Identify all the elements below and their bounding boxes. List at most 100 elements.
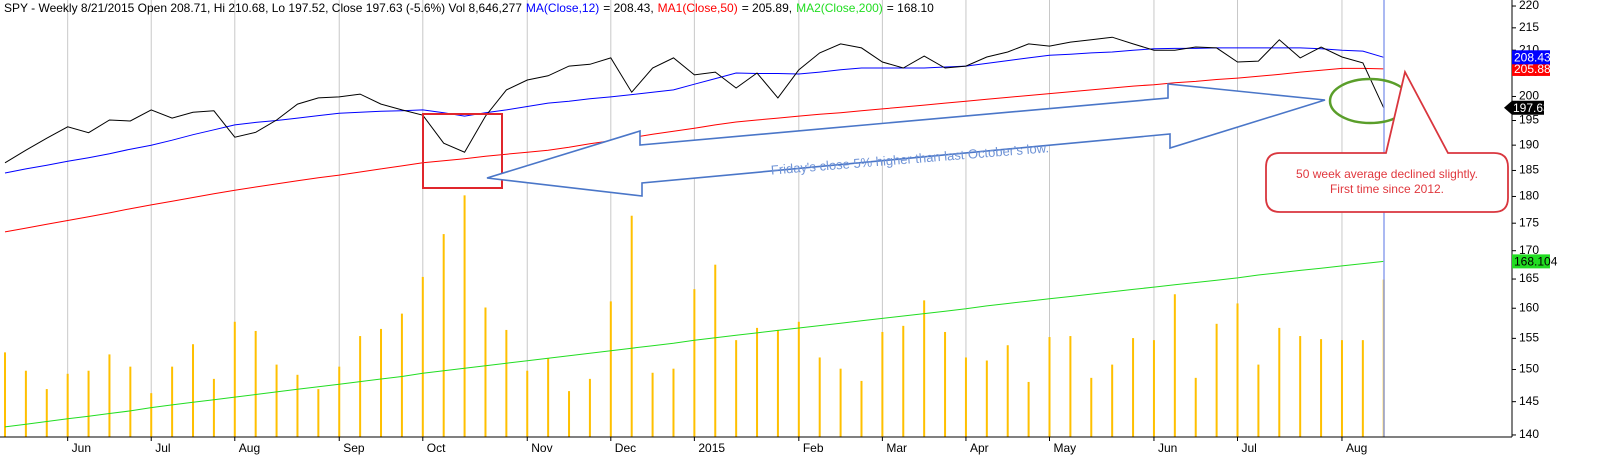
volume-bar	[588, 378, 591, 437]
volume-bar	[380, 328, 383, 437]
x-tick-label: 2015	[698, 441, 725, 455]
x-tick-label: Sep	[343, 441, 365, 455]
y-tick-label: 160	[1519, 300, 1539, 314]
volume-bar	[254, 330, 257, 437]
volume-bar	[1090, 377, 1093, 437]
volume-bar	[964, 357, 967, 437]
legend-value: = 208.43,	[603, 1, 654, 15]
y-tick-label: 195	[1519, 113, 1539, 127]
volume-bar	[1111, 364, 1114, 437]
price-tag	[1512, 254, 1550, 269]
volume-bar	[45, 389, 48, 437]
double-arrow	[486, 83, 1326, 197]
callout	[1265, 69, 1509, 213]
legend-value: = 205.89,	[741, 1, 793, 15]
price-line	[4, 47, 1384, 174]
x-tick-label: Apr	[970, 441, 989, 455]
volume-bar	[1173, 294, 1176, 437]
x-tick-label: Dec	[615, 441, 636, 455]
volume-bar	[756, 327, 759, 437]
volume-bar	[776, 329, 779, 437]
volume-bar	[902, 325, 905, 437]
y-tick-label: 165	[1519, 271, 1539, 285]
x-tick-label: Aug	[1346, 441, 1367, 455]
volume-bar	[421, 276, 424, 437]
x-tick-label: Jun	[1158, 441, 1177, 455]
volume-bar	[1069, 336, 1072, 437]
axis: Jun Jul Aug Sep Oct Nov Dec 2015 Feb Mar Apr May Jun…	[67, 0, 1539, 455]
volume-bar	[944, 331, 947, 437]
volume-bar	[547, 358, 550, 437]
highlight-box	[422, 113, 503, 189]
y-tick-label: 200	[1519, 89, 1539, 103]
volume-bar	[212, 378, 215, 437]
volume-bar	[1236, 303, 1239, 437]
price-line	[4, 36, 1385, 164]
volume-bar	[359, 336, 362, 437]
volume-bar	[672, 368, 675, 437]
volume-bar	[1361, 340, 1364, 437]
callout-text: 50 week average declined slightly.	[1296, 167, 1478, 181]
y-tick-label: 185	[1519, 163, 1539, 177]
volume-bar	[818, 357, 821, 437]
x-tick-label: Mar	[886, 441, 907, 455]
volume-bar	[171, 366, 174, 437]
volume-bar	[735, 340, 738, 437]
volume-bar	[526, 370, 529, 437]
price-line	[4, 67, 1384, 233]
volume-bar	[400, 313, 403, 437]
price-tag-label: 205.887	[1514, 62, 1558, 76]
volume-bar	[1320, 339, 1323, 437]
y-tick-label: 215	[1519, 20, 1539, 34]
x-tick-label: May	[1054, 441, 1077, 455]
volume-bar	[275, 364, 278, 437]
volume-bar	[505, 329, 508, 437]
header-text: SPY - Weekly 8/21/2015 Open 208.71, Hi 2…	[4, 1, 522, 15]
y-tick-label: 190	[1519, 137, 1539, 151]
volume-bar	[1048, 337, 1051, 437]
volume-bar	[129, 366, 132, 437]
volume-bar	[860, 380, 863, 437]
volume-bar	[651, 372, 654, 437]
volume-bar	[1278, 327, 1281, 437]
volume-bar	[463, 195, 466, 437]
price-line	[4, 260, 1384, 428]
volume-bar	[4, 352, 6, 437]
volume-bar	[609, 301, 612, 437]
volume-bar	[150, 393, 153, 437]
x-tick-label: Aug	[239, 441, 260, 455]
volume-bar	[1006, 345, 1009, 437]
x-tick-label: Jun	[72, 441, 91, 455]
grid	[67, 0, 1343, 437]
volume-bar	[317, 389, 320, 437]
volume-bar	[1257, 364, 1260, 437]
callout-text: First time since 2012.	[1330, 182, 1444, 196]
y-tick-label: 140	[1519, 427, 1539, 441]
volume-bar	[1299, 336, 1302, 437]
volume-bar	[1027, 381, 1030, 437]
volume-bar	[233, 321, 236, 437]
volume-bar	[1152, 340, 1155, 437]
price-tag	[1512, 50, 1550, 65]
x-tick-label: Feb	[803, 441, 824, 455]
legend-value: = 168.10	[886, 1, 934, 15]
volume-bar	[1215, 323, 1218, 437]
volume-bar	[296, 374, 299, 437]
volume-bar	[797, 321, 800, 437]
volume-bar	[87, 370, 90, 437]
price-tag-label: 208.432	[1514, 50, 1558, 64]
y-tick-label: 180	[1519, 189, 1539, 203]
header: SPY - Weekly 8/21/2015 Open 208.71, Hi 2…	[4, 1, 934, 15]
x-tick-label: Oct	[427, 441, 446, 455]
volume-bar	[338, 366, 341, 437]
y-tick-label: 150	[1519, 362, 1539, 376]
y-tick-label: 175	[1519, 215, 1539, 229]
volume-bar	[1132, 338, 1135, 437]
volume-bar	[839, 368, 842, 437]
price-tag	[1512, 61, 1550, 76]
volume-bar	[693, 289, 696, 437]
volume-bar	[985, 360, 988, 437]
price-tag	[1504, 100, 1544, 115]
price-tag-label: 168.104	[1514, 255, 1558, 269]
